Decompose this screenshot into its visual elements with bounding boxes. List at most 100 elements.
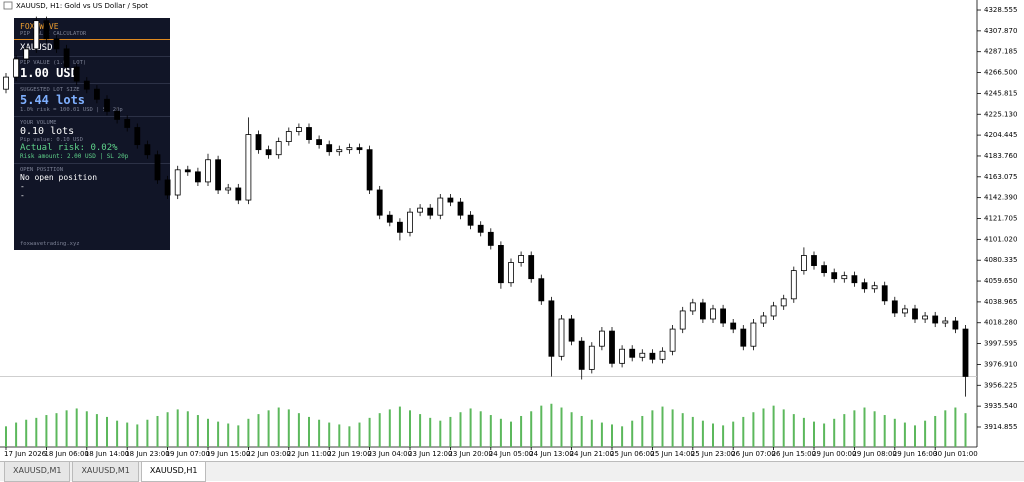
position-line: - [20, 182, 25, 191]
volume-bar [196, 415, 199, 447]
candle-body [306, 127, 312, 140]
y-tick-label: 4328.555 [984, 6, 1017, 14]
y-tick-label: 4266.500 [984, 69, 1017, 77]
pip-calculator-panel: FOX WAVE PIP VALUE CALCULATOR XAUUSD PIP… [14, 18, 170, 250]
y-tick-label: 3956.225 [984, 381, 1017, 389]
candle-body [124, 119, 131, 128]
volume-bar [106, 416, 108, 447]
lot-label: SUGGESTED LOT SIZE [20, 87, 80, 93]
volume-bar [65, 410, 68, 447]
candle-body [710, 308, 716, 320]
candle-body [285, 131, 292, 143]
volume-label: YOUR VOLUME [20, 120, 57, 126]
volume-bar [297, 413, 300, 447]
tab-bar: XAUUSD,M1 XAUUSD,M1 XAUUSD,H1 [0, 461, 1024, 482]
candle-body [811, 255, 817, 266]
volume-bar [914, 425, 916, 447]
candle-body [194, 171, 201, 183]
candle-body [740, 328, 747, 347]
volume-bar [732, 421, 735, 447]
volume-bar [207, 418, 209, 447]
volume-bar [843, 414, 846, 447]
x-tick-label: 23 Jun 12:00 [408, 450, 452, 458]
candle-body [134, 127, 141, 146]
candle-body [487, 231, 494, 246]
candle-body [700, 302, 706, 320]
volume-bar [419, 414, 422, 447]
volume-bar [954, 407, 957, 447]
x-tick-label: 25 Jun 23:00 [691, 450, 735, 458]
y-tick-label: 3914.855 [984, 423, 1017, 431]
volume-value[interactable]: 0.10 lots [20, 126, 75, 137]
candle-body [851, 275, 858, 284]
chart-tab[interactable]: XAUUSD,M1 [4, 462, 71, 482]
candle-body [558, 318, 565, 357]
volume-bar [863, 407, 866, 447]
volume-bar [903, 422, 906, 447]
candle-body [790, 270, 797, 300]
volume-bar [944, 410, 947, 447]
volume-bar [560, 407, 563, 447]
candle-body [225, 187, 232, 191]
candle-body [578, 340, 585, 370]
x-tick-label: 18 Jun 06:00 [44, 450, 88, 458]
candle-body [94, 88, 100, 100]
candle-body [891, 300, 898, 314]
panel-footer: foxwavetrading.xyz [20, 241, 80, 247]
candle-body [356, 147, 363, 151]
candle-body [730, 322, 737, 330]
x-tick-label: 19 Jun 15:00 [206, 450, 250, 458]
y-tick-label: 4080.335 [984, 256, 1017, 264]
volume-bar [338, 424, 341, 447]
volume-bar [489, 415, 492, 447]
y-tick-label: 4018.280 [984, 319, 1017, 327]
candle-body [63, 48, 70, 68]
lot-value: 5.44 lots [20, 93, 86, 107]
x-tick-label: 23 Jun 04:00 [368, 450, 412, 458]
candle-body [376, 189, 383, 216]
x-tick-label: 22 Jun 03:00 [246, 450, 290, 458]
candle-body [366, 149, 373, 191]
volume-bar [287, 409, 290, 447]
volume-bar [328, 422, 331, 447]
candle-body [831, 272, 838, 280]
candle-body [336, 149, 343, 153]
chart-tab[interactable]: XAUUSD,H1 [140, 462, 207, 482]
y-tick-label: 4059.650 [984, 277, 1017, 285]
actual-risk: Actual risk: 0.02% [20, 143, 118, 153]
volume-bar [833, 418, 836, 447]
candle-body [639, 352, 646, 358]
candle-body [477, 224, 484, 233]
volume-bar [277, 407, 280, 447]
position-line: - [20, 191, 25, 200]
candle-body [599, 330, 605, 347]
volume-bar [156, 415, 159, 447]
candle-body [508, 262, 514, 284]
candle-body [609, 330, 615, 364]
x-tick-label: 29 Jun 16:00 [893, 450, 937, 458]
position-value: No open position [20, 173, 98, 182]
candle-body [528, 255, 535, 280]
volume-bar [227, 423, 230, 447]
candle-body [518, 255, 524, 263]
candle-body [33, 20, 40, 50]
volume-bar [792, 414, 795, 447]
volume-bar [530, 411, 533, 447]
volume-bar [459, 412, 462, 447]
volume-bar [681, 413, 684, 447]
candle-body [689, 302, 696, 312]
volume-bar [762, 408, 765, 447]
candle-body [548, 300, 555, 357]
x-tick-label: 18 Jun 14:00 [85, 450, 129, 458]
y-tick-label: 4163.075 [984, 173, 1017, 181]
candle-body [407, 211, 413, 233]
volume-bar [611, 424, 613, 447]
candle-body [396, 221, 403, 233]
chart-tab[interactable]: XAUUSD,M1 [72, 462, 139, 482]
chart: XAUUSD, H1: Gold vs US Dollar / Spot 432… [0, 0, 1017, 458]
candle-body [942, 320, 949, 324]
volume-bar [368, 417, 371, 447]
brand: FOX WAVE [20, 22, 59, 31]
candle-body [154, 154, 161, 181]
candle-body [43, 20, 50, 40]
